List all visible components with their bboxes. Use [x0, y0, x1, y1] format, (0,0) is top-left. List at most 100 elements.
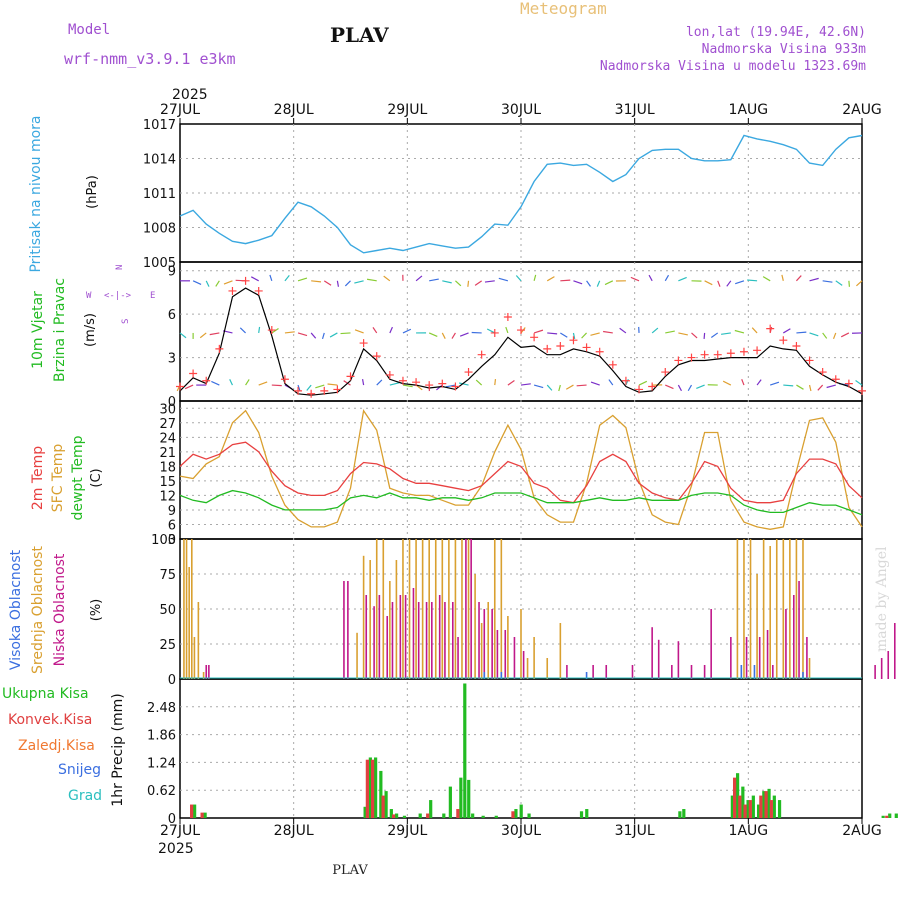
precip-title: 1hr Precip (mm): [110, 693, 126, 806]
wind-direction-arrow: [297, 277, 308, 282]
precip-bar-ukupna: [881, 815, 885, 818]
wind-direction-arrow: [354, 280, 364, 284]
wind-direction-arrow: [677, 384, 683, 392]
wind-direction-arrow: [572, 332, 576, 340]
wind-direction-arrow: [576, 384, 587, 387]
wind-direction-arrow: [311, 280, 322, 283]
wind-direction-arrow: [678, 276, 687, 282]
y-tick-label: 0: [168, 812, 176, 827]
bottom-date-label: 27JUL: [160, 823, 200, 839]
compass-arrows: <-|->: [104, 291, 132, 301]
wind-direction-arrow: [573, 280, 583, 285]
wind-direction-arrow: [245, 379, 250, 386]
wind-direction-arrow: [756, 379, 762, 386]
precip-bar-ukupna: [368, 757, 372, 818]
wind-direction-arrow: [336, 280, 340, 287]
lonlat-label: lon,lat (19.94E, 42.6N): [686, 25, 866, 40]
temp-2m-line: [179, 441, 863, 504]
top-date-label: 31JUL: [615, 102, 655, 118]
chart-labels: 1005100810111014101703693691215182124273…: [2, 87, 882, 857]
wind-direction-arrow: [179, 332, 187, 339]
wind-direction-arrow: [717, 280, 721, 287]
wind-direction-arrow: [703, 332, 706, 339]
precip-bar-konvek: [456, 809, 460, 818]
y-tick-label: 18: [159, 460, 176, 475]
wind-direction-arrow: [704, 280, 713, 286]
wind-gust-marker: [451, 382, 460, 391]
compass-w: W: [86, 291, 92, 301]
wind-direction-arrow: [192, 280, 202, 285]
wind-direction-arrow: [533, 274, 537, 281]
bottom-year-label: 2025: [158, 841, 194, 857]
wind-gust-marker: [477, 350, 486, 359]
wind-direction-arrow: [678, 332, 688, 336]
wind-direction-arrow: [546, 384, 553, 391]
wind-direction-arrow: [329, 332, 338, 338]
y-tick-label: 6: [168, 518, 176, 533]
y-tick-label: 1014: [143, 153, 176, 168]
wind-direction-arrow: [199, 332, 207, 339]
compass-n: N: [115, 265, 125, 270]
wind-gust-marker: [726, 349, 735, 358]
precip-legend-item: Grad: [68, 788, 102, 804]
wind-direction-arrow: [271, 327, 279, 334]
precip-bar-konvek: [738, 795, 742, 818]
wind-direction-arrow: [726, 280, 732, 287]
precip-bar-ukupna: [894, 813, 898, 818]
precip-bar-ukupna: [682, 809, 686, 818]
y-tick-label: 50: [159, 603, 176, 618]
compass-s: S: [121, 319, 131, 324]
wind-direction-arrow: [796, 384, 804, 390]
wind-gust-marker: [438, 379, 447, 388]
temp-unit: (C): [89, 468, 104, 487]
wind-direction-arrow: [494, 379, 497, 386]
precip-bar-ukupna: [735, 773, 740, 818]
precip-bar-ukupna: [888, 813, 892, 818]
chart-marks: [176, 134, 898, 818]
wind-gust-marker: [844, 379, 853, 388]
grid-lines: [179, 118, 863, 824]
wind-direction-arrow: [258, 326, 261, 334]
temp2m-title: 2m Temp: [30, 446, 46, 510]
precip-legend-item: Snijeg: [58, 762, 101, 778]
wind-direction-arrow: [817, 384, 824, 391]
wind-direction-arrow: [721, 332, 731, 335]
wind-gust-marker: [713, 350, 722, 359]
wind-gust-marker: [608, 360, 617, 369]
wind-direction-arrow: [475, 379, 483, 386]
wind-direction-arrow: [832, 332, 837, 340]
wind-direction-arrow: [505, 326, 509, 334]
precip-bar-ukupna: [429, 800, 433, 818]
wind-direction-arrow: [855, 379, 863, 386]
wind-direction-arrow: [211, 380, 220, 386]
y-tick-label: 2.48: [147, 701, 176, 716]
bottom-date-label: 28JUL: [274, 823, 314, 839]
wind-direction-arrow: [297, 384, 301, 392]
precip-bar-ukupna: [741, 786, 745, 818]
pressure-unit: (hPa): [85, 175, 100, 209]
wind-gust-marker: [307, 389, 316, 398]
wind-direction-arrow: [648, 274, 653, 282]
y-tick-label: 100: [151, 533, 176, 548]
wind-direction-arrow: [184, 384, 194, 390]
wind-direction-arrow: [467, 280, 470, 287]
wind-direction-arrow: [664, 274, 670, 282]
dewpoint-line: [179, 489, 863, 516]
wind-direction-arrow: [722, 380, 732, 386]
wind-direction-arrow: [515, 275, 522, 282]
temperature-panel: [179, 400, 863, 540]
wind-direction-arrow: [498, 277, 509, 282]
precip-bar-ukupna: [418, 813, 422, 818]
y-tick-label: 9: [168, 265, 176, 280]
wind-direction-arrow: [809, 277, 819, 282]
top-date-label: 2AUG: [842, 102, 882, 118]
wind-gust-marker: [464, 368, 473, 377]
bottom-date-label: 31JUL: [615, 823, 655, 839]
wind-direction-arrow: [451, 332, 456, 339]
wind-gust-marker: [792, 341, 801, 350]
wind-direction-arrow: [205, 280, 210, 287]
precip-bar-ukupna: [772, 795, 776, 818]
meteogram-title: Meteogram: [520, 0, 607, 18]
wind-direction-arrow: [770, 381, 780, 386]
wind-gust-marker: [254, 286, 263, 295]
